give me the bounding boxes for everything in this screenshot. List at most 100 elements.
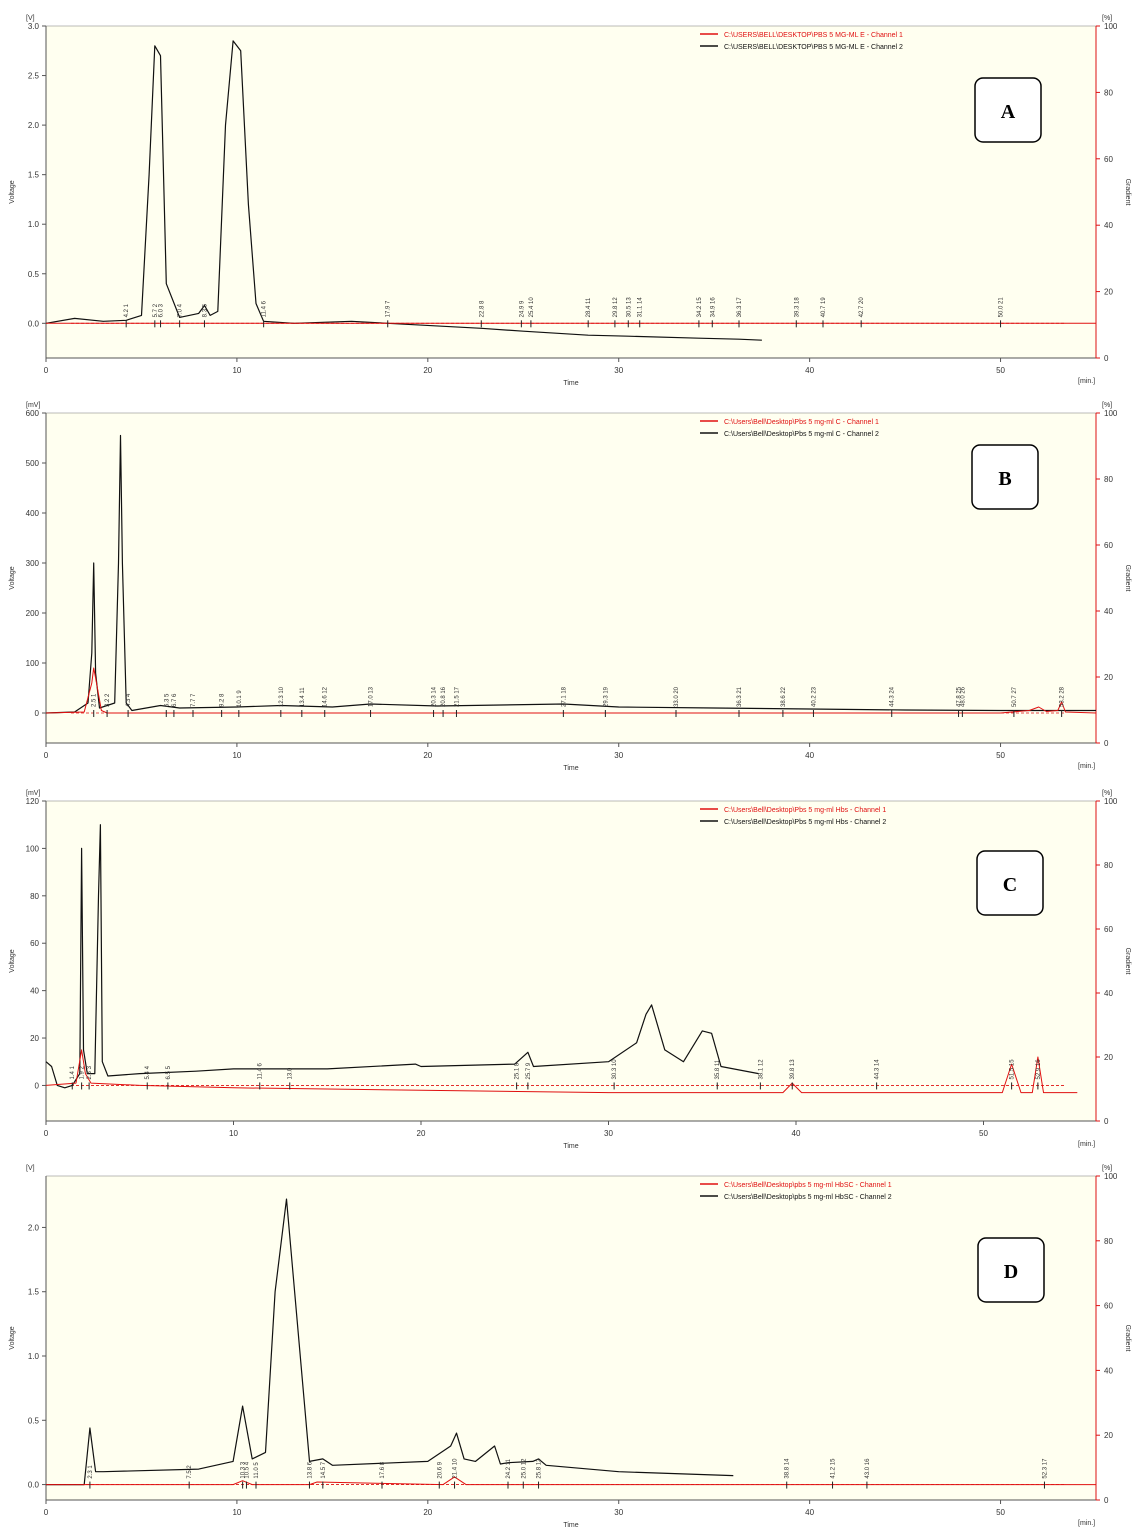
y-tick-label: 60	[30, 939, 39, 948]
right-tick-label: 40	[1104, 989, 1113, 998]
plot-area	[46, 1176, 1096, 1500]
right-tick-label: 80	[1104, 88, 1113, 97]
peak-label: 4.3 4	[126, 693, 132, 707]
series-channel-1	[46, 1476, 1096, 1486]
peak-label: 11.4 6	[262, 300, 268, 317]
chart-svg: 0.0 0.5 1.0 1.5 2.0 2.5 3.0[V] Voltage 0 20 40 60 80…	[9, 15, 1131, 387]
peak-label: 5.4 4	[145, 1065, 151, 1079]
y-unit-label: [V]	[26, 15, 35, 22]
right-tick-label: 20	[1104, 673, 1113, 682]
peak-label: 12.3 10	[279, 686, 285, 707]
y-tick-label: 1.5	[28, 1288, 40, 1297]
peak-label: 36.3 17	[737, 297, 743, 318]
right-tick-label: 60	[1104, 925, 1113, 934]
peak-label: 25.1 8	[515, 1062, 521, 1079]
peak-label: 31.1 14	[638, 297, 644, 318]
y-tick-label: 0	[35, 1081, 40, 1090]
x-tick-label: 50	[996, 751, 1005, 760]
y-axis-title: Voltage	[9, 949, 16, 972]
peak-label: 10.5 4	[244, 1461, 250, 1478]
peak-label: 48.0 26	[960, 686, 966, 707]
x-tick-label: 10	[232, 751, 241, 760]
x-tick-label: 10	[232, 1508, 241, 1517]
x-tick-label: 30	[614, 1508, 623, 1517]
peak-label: 47.8 25	[957, 686, 963, 707]
right-tick-label: 0	[1104, 1496, 1109, 1505]
peak-label: 38.8 14	[785, 1458, 791, 1479]
peak-label: 22.8 8	[479, 300, 485, 317]
legend-entry: C:\Users\Bell\Desktop\pbs 5 mg-ml HbSC -…	[724, 1194, 892, 1201]
x-unit-label: [min.]	[1078, 1141, 1095, 1148]
y-tick-label: 100	[26, 844, 40, 853]
peak-label: 25.4 10	[529, 297, 535, 318]
right-tick-label: 20	[1104, 1053, 1113, 1062]
x-axis-title: Time	[563, 1522, 578, 1529]
chromatogram-panel-b: 0 100 200 300 400 500 600 [mV] Voltage 0 20 40 60 80 1…	[0, 395, 1133, 773]
x-axis-title: Time	[563, 1143, 578, 1150]
series-channel-2	[45, 824, 759, 1089]
peak-label: 1.4 1	[70, 1065, 76, 1079]
peak-label: 3.2 2	[105, 693, 111, 707]
y-tick-label: 300	[26, 559, 40, 568]
legend-entry: C:\Users\Bell\Desktop\Pbs 5 mg-ml C - Ch…	[724, 419, 879, 426]
right-tick-label: 80	[1104, 475, 1113, 484]
peak-label: 2.3 1	[88, 1465, 94, 1479]
x-tick-label: 0	[44, 1508, 49, 1517]
x-tick-label: 20	[423, 1508, 432, 1517]
panel-label: A	[1001, 101, 1016, 123]
peak-label: 8.3 5	[202, 303, 208, 317]
peak-label: 21.5 17	[454, 686, 460, 707]
right-tick-label: 80	[1104, 861, 1113, 870]
peak-label: 5.7 2	[153, 303, 159, 317]
series-channel-1	[45, 1049, 1078, 1094]
x-tick-label: 10	[232, 366, 241, 375]
peak-label: 24.2 11	[506, 1458, 512, 1478]
x-tick-label: 30	[614, 366, 623, 375]
right-tick-label: 40	[1104, 1366, 1113, 1375]
chart-svg: 0.00.51.01.52.0[V]Voltage020406080100[%]…	[9, 1165, 1131, 1529]
y-unit-label: [V]	[26, 1165, 35, 1172]
x-tick-label: 30	[614, 751, 623, 760]
y-tick-label: 80	[30, 892, 39, 901]
peak-label: 29.8 12	[613, 297, 619, 318]
right-axis-title: Gradient	[1124, 1325, 1131, 1352]
x-tick-label: 50	[996, 1508, 1005, 1517]
right-tick-label: 40	[1104, 607, 1113, 616]
peak-label: 40.7 19	[821, 297, 827, 318]
peak-label: 30.5 13	[626, 297, 632, 318]
x-tick-label: 30	[604, 1129, 613, 1138]
x-axis-title: Time	[563, 380, 578, 387]
peak-label: 4.2 1	[124, 303, 130, 317]
right-tick-label: 0	[1104, 1117, 1109, 1126]
peak-label: 34.9 16	[710, 297, 716, 318]
peak-label: 44.3 24	[890, 686, 896, 707]
peak-label: 52.9 16	[1036, 1059, 1042, 1080]
panel-label: B	[998, 468, 1011, 490]
y-tick-label: 200	[26, 609, 40, 618]
peak-label: 42.7 20	[859, 297, 865, 318]
right-tick-label: 20	[1104, 1431, 1113, 1440]
peak-label: 33.0 20	[674, 686, 680, 707]
x-tick-label: 40	[805, 1508, 814, 1517]
right-tick-label: 0	[1104, 354, 1109, 363]
legend-entry: C:\USERS\BELL\DESKTOP\PBS 5 MG-ML E - Ch…	[724, 32, 903, 39]
peak-label: 11.4 6	[258, 1063, 264, 1080]
x-tick-label: 0	[44, 366, 49, 375]
y-tick-label: 0.0	[28, 1481, 40, 1490]
y-tick-label: 1.5	[28, 171, 40, 180]
y-tick-label: 600	[26, 409, 40, 418]
legend-entry: C:\Users\Bell\Desktop\Pbs 5 mg-ml Hbs - …	[724, 807, 886, 814]
right-tick-label: 100	[1104, 409, 1118, 418]
series-channel-2	[45, 434, 1096, 714]
peak-label: 52.3 17	[1042, 1458, 1048, 1479]
peak-label: 43.0 16	[865, 1458, 871, 1479]
peak-label: 36.3 21	[737, 686, 743, 707]
peak-label: 11.0 5	[254, 1462, 260, 1479]
peak-label: 13.8 6	[307, 1461, 313, 1478]
peak-label: 53.2 28	[1060, 686, 1066, 707]
right-unit-label: [%]	[1102, 15, 1112, 22]
x-tick-label: 20	[423, 366, 432, 375]
peak-label: 35.8 11	[715, 1059, 721, 1079]
peak-label: 20.3 14	[432, 686, 438, 707]
y-tick-label: 1.0	[28, 1352, 40, 1361]
